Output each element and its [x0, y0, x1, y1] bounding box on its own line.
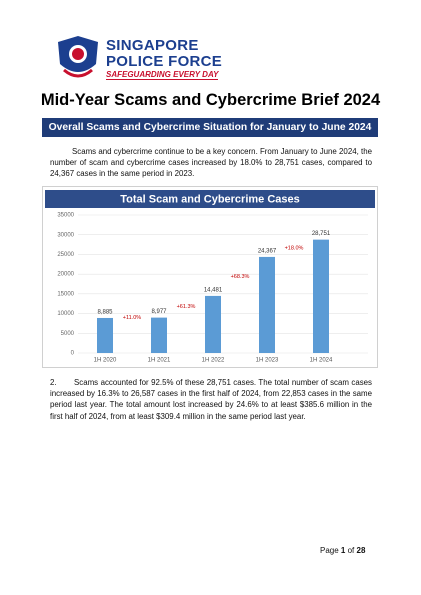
growth-annotation: +18.0%: [285, 246, 304, 252]
footer-text: Page: [320, 546, 339, 555]
x-tick-label: 1H 2021: [148, 358, 171, 364]
footer-number: 1: [340, 546, 346, 555]
bar: [259, 256, 275, 353]
x-tick-label: 1H 2022: [202, 358, 225, 364]
footer-number: 28: [356, 546, 366, 555]
data-label: 24,367: [258, 249, 277, 255]
x-tick-label: 1H 2023: [256, 358, 279, 364]
paragraph: 2. Scams accounted for 92.5% of these 28,…: [50, 377, 372, 422]
org-line-2: POLICE FORCE: [106, 53, 223, 70]
chart-title: Total Scam and Cybercrime Cases: [120, 193, 300, 205]
paragraph: Scams and cybercrime continue to be a ke…: [50, 147, 372, 179]
paragraph-text: Scams accounted for 92.5% of these 28,75…: [50, 378, 372, 421]
x-tick-label: 1H 2024: [310, 358, 333, 364]
y-tick-label: 35000: [57, 213, 74, 219]
chart-title-bar: [45, 190, 375, 208]
growth-annotation: +11.0%: [123, 315, 142, 321]
y-tick-label: 20000: [57, 272, 74, 278]
bar: [151, 317, 167, 353]
y-tick-label: 5000: [61, 331, 75, 337]
growth-annotation: +61.3%: [177, 304, 196, 310]
bar: [313, 239, 329, 353]
y-tick-label: 30000: [57, 232, 74, 238]
title: Mid-Year Scams and Cybercrime Brief 2024: [40, 91, 381, 109]
y-tick-label: 0: [71, 351, 75, 357]
growth-annotation: +68.3%: [231, 274, 250, 280]
section-heading: Overall Scams and Cybercrime Situation f…: [42, 118, 378, 137]
footer-text: of: [347, 546, 355, 555]
y-tick-label: 25000: [57, 252, 74, 258]
y-tick-label: 10000: [57, 311, 74, 317]
data-label: 28,751: [312, 231, 331, 237]
logo-crest: [58, 36, 98, 78]
org-line-1: SINGAPORE: [106, 37, 199, 54]
paragraph-number: 2.: [50, 378, 57, 387]
data-label: 8,885: [97, 310, 113, 316]
chart: Total Scam and Cybercrime Cases 0 5000 100…: [42, 186, 378, 368]
bar: [97, 317, 113, 353]
y-tick-label: 15000: [57, 291, 74, 297]
page-footer: Page 1 of 28: [320, 546, 365, 555]
data-label: 8,977: [151, 309, 167, 315]
x-tick-label: 1H 2020: [94, 358, 117, 364]
data-label: 14,481: [204, 287, 223, 293]
tagline: SAFEGUARDING EVERY DAY: [106, 70, 219, 80]
bar: [205, 295, 221, 353]
